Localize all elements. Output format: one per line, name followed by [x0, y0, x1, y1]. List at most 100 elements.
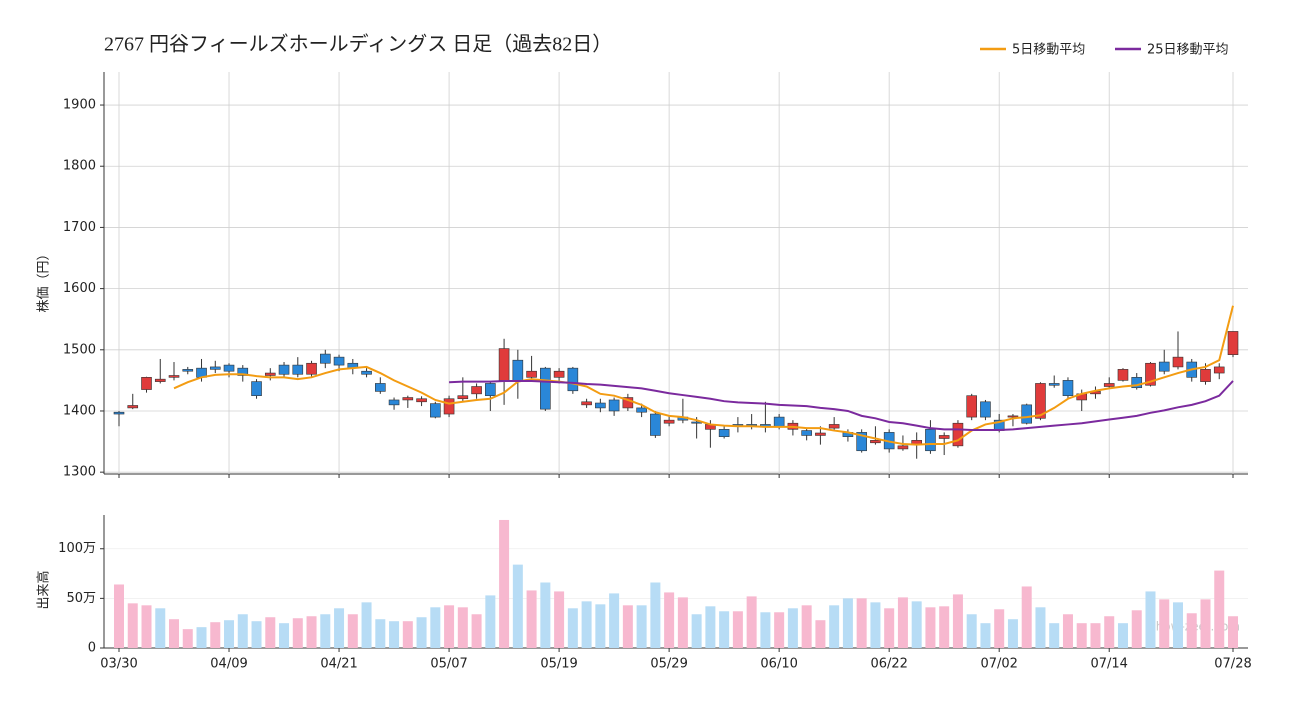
candle-body [773, 416, 785, 427]
x-tick-label: 03/30 [100, 657, 137, 672]
candle-body [595, 402, 606, 409]
chart-title: 2767 円谷フィールズホールディングス 日足（過去82日） [104, 33, 612, 56]
x-tick-label: 05/07 [430, 657, 467, 672]
candle-body [512, 359, 524, 381]
candle-body [801, 430, 812, 436]
x-tick-label: 07/14 [1090, 657, 1127, 672]
candle-body [485, 383, 496, 396]
volume-bar [1049, 623, 1060, 648]
volume-bar [622, 605, 633, 648]
volume-bar [540, 582, 551, 648]
y-axis-label: 株価（円） [37, 247, 52, 312]
volume-bar [224, 620, 235, 648]
volume-bar [884, 608, 895, 648]
candle-body [375, 383, 386, 392]
x-tick-label: 07/02 [980, 657, 1017, 672]
volume-bar [939, 606, 950, 648]
candle-body [209, 366, 221, 370]
candle-body [127, 405, 139, 409]
volume-bar [347, 614, 358, 648]
y-tick-label: 0 [88, 641, 96, 656]
candle-body [952, 422, 964, 447]
volume-bar [416, 617, 427, 648]
candle-body [581, 401, 592, 406]
candle-body [361, 370, 372, 375]
y-tick-label: 1400 [63, 403, 96, 418]
candle-body [333, 356, 345, 366]
volume-bar [815, 620, 826, 648]
x-tick-label: 07/28 [1214, 657, 1251, 672]
candle-body [264, 372, 276, 376]
candle-body [636, 407, 647, 413]
candle-body [663, 419, 675, 424]
volume-bar [966, 614, 977, 648]
candle-body [154, 378, 166, 382]
volume-bar [746, 596, 757, 648]
volume-bar [760, 612, 771, 648]
x-tick-label: 06/10 [760, 657, 797, 672]
candle-body [1062, 380, 1074, 396]
candle-body [113, 411, 125, 415]
candle-body [1227, 331, 1239, 355]
volume-bar [650, 582, 661, 648]
candle-body [1172, 356, 1184, 368]
volume-bar [1090, 623, 1101, 648]
volume-bar [210, 622, 221, 648]
candle-body [938, 435, 950, 439]
volume-bar [1186, 613, 1197, 648]
x-tick-label: 05/29 [650, 657, 687, 672]
volume-bar [114, 584, 124, 648]
volume-bar [485, 595, 496, 648]
candle-body [1131, 377, 1143, 389]
y-tick-label: 100万 [58, 541, 96, 556]
volume-bar [237, 614, 248, 648]
volume-bar [196, 627, 207, 648]
volume-bar [870, 602, 881, 648]
volume-bar [471, 614, 482, 648]
volume-bar [1200, 599, 1211, 648]
volume-bar [581, 601, 592, 648]
volume-bar [320, 614, 331, 648]
volume-bar [952, 594, 963, 648]
volume-bar [1228, 616, 1238, 648]
candle-body [223, 364, 235, 372]
candle-body [567, 367, 579, 392]
volume-bar [251, 621, 262, 648]
volume-bar [911, 601, 922, 648]
volume-bar [334, 608, 345, 648]
volume-bar [1062, 614, 1073, 648]
volume-bar [732, 611, 743, 648]
volume-bar [787, 608, 798, 648]
candle-body [856, 432, 867, 452]
volume-bar [155, 608, 166, 648]
candle-body [251, 381, 262, 396]
volume-bar [664, 592, 675, 648]
volume-bar [512, 564, 523, 648]
volume-bar [457, 607, 468, 648]
candle-body [966, 395, 977, 418]
y-tick-label: 1800 [63, 159, 96, 174]
legend-label: 5日移動平均 [1012, 43, 1085, 58]
y-tick-label: 1900 [63, 98, 96, 113]
candle-body [306, 362, 317, 375]
volume-bar [856, 598, 867, 648]
volume-bar [292, 618, 303, 648]
volume-bar [554, 591, 565, 648]
volume-bar [980, 623, 991, 648]
volume-bar [897, 597, 908, 648]
candle-body [828, 424, 840, 429]
volume-bar [829, 605, 840, 648]
candle-body [650, 413, 661, 436]
volume-bar [169, 619, 180, 648]
volume-bar [677, 597, 688, 648]
volume-bar [1035, 607, 1046, 648]
volume-bar [1159, 599, 1170, 648]
candle-body [430, 403, 441, 418]
candle-body [870, 440, 881, 444]
candle-body [540, 367, 551, 410]
volume-bar [1145, 591, 1156, 648]
volume-bar [595, 604, 606, 648]
volume-bar [994, 609, 1005, 648]
candle-body [278, 364, 290, 375]
